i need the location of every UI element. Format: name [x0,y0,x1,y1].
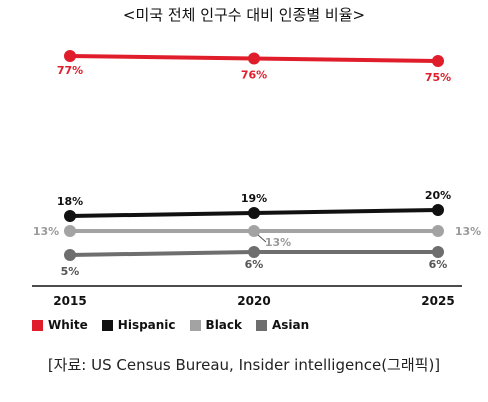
legend-item-hispanic: Hispanic [101,318,176,332]
legend-label-hispanic: Hispanic [117,318,176,332]
legend-swatch-white [32,319,43,331]
data-label-white: 75% [425,71,451,84]
data-label-white: 76% [241,69,267,82]
data-label-hispanic: 18% [57,195,83,208]
data-point-hispanic [432,204,444,216]
data-point-asian [64,249,76,261]
data-label-hispanic: 20% [425,189,451,202]
data-label-hispanic: 19% [241,192,267,205]
data-point-black [64,225,76,237]
legend-item-black: Black [189,318,242,332]
legend-swatch-hispanic [101,319,113,331]
data-label-asian: 5% [61,265,80,278]
legend-label-asian: Asian [272,318,310,332]
leader-line [257,234,267,243]
source-caption: [자료: US Census Bureau, Insider intellige… [47,356,441,374]
data-point-hispanic [64,210,76,222]
x-tick-label: 2015 [53,294,86,308]
legend-label-white: White [48,318,88,332]
x-tick-label: 2020 [237,294,270,308]
data-point-white [248,52,260,65]
chart-title: <미국 전체 인구수 대비 인종별 비율> [122,6,366,24]
legend-swatch-asian [256,319,267,331]
data-label-black: 13% [265,236,291,249]
data-point-white [64,50,76,62]
legend-item-white: White [32,318,88,332]
data-point-white [432,55,444,67]
data-point-black [248,225,260,237]
data-label-asian: 6% [245,258,264,271]
data-point-asian [432,246,444,258]
data-label-white: 77% [57,64,83,77]
data-point-black [432,225,444,237]
legend-label-black: Black [205,318,242,332]
data-point-hispanic [248,207,260,219]
data-label-asian: 6% [429,258,448,271]
data-label-black: 13% [455,225,481,238]
legend-item-asian: Asian [256,318,309,332]
data-point-asian [248,246,260,258]
legend-swatch-black [189,319,201,331]
x-tick-label: 2025 [421,294,454,308]
legend: White Hispanic Black Asian [32,318,323,332]
data-label-black: 13% [33,225,59,238]
